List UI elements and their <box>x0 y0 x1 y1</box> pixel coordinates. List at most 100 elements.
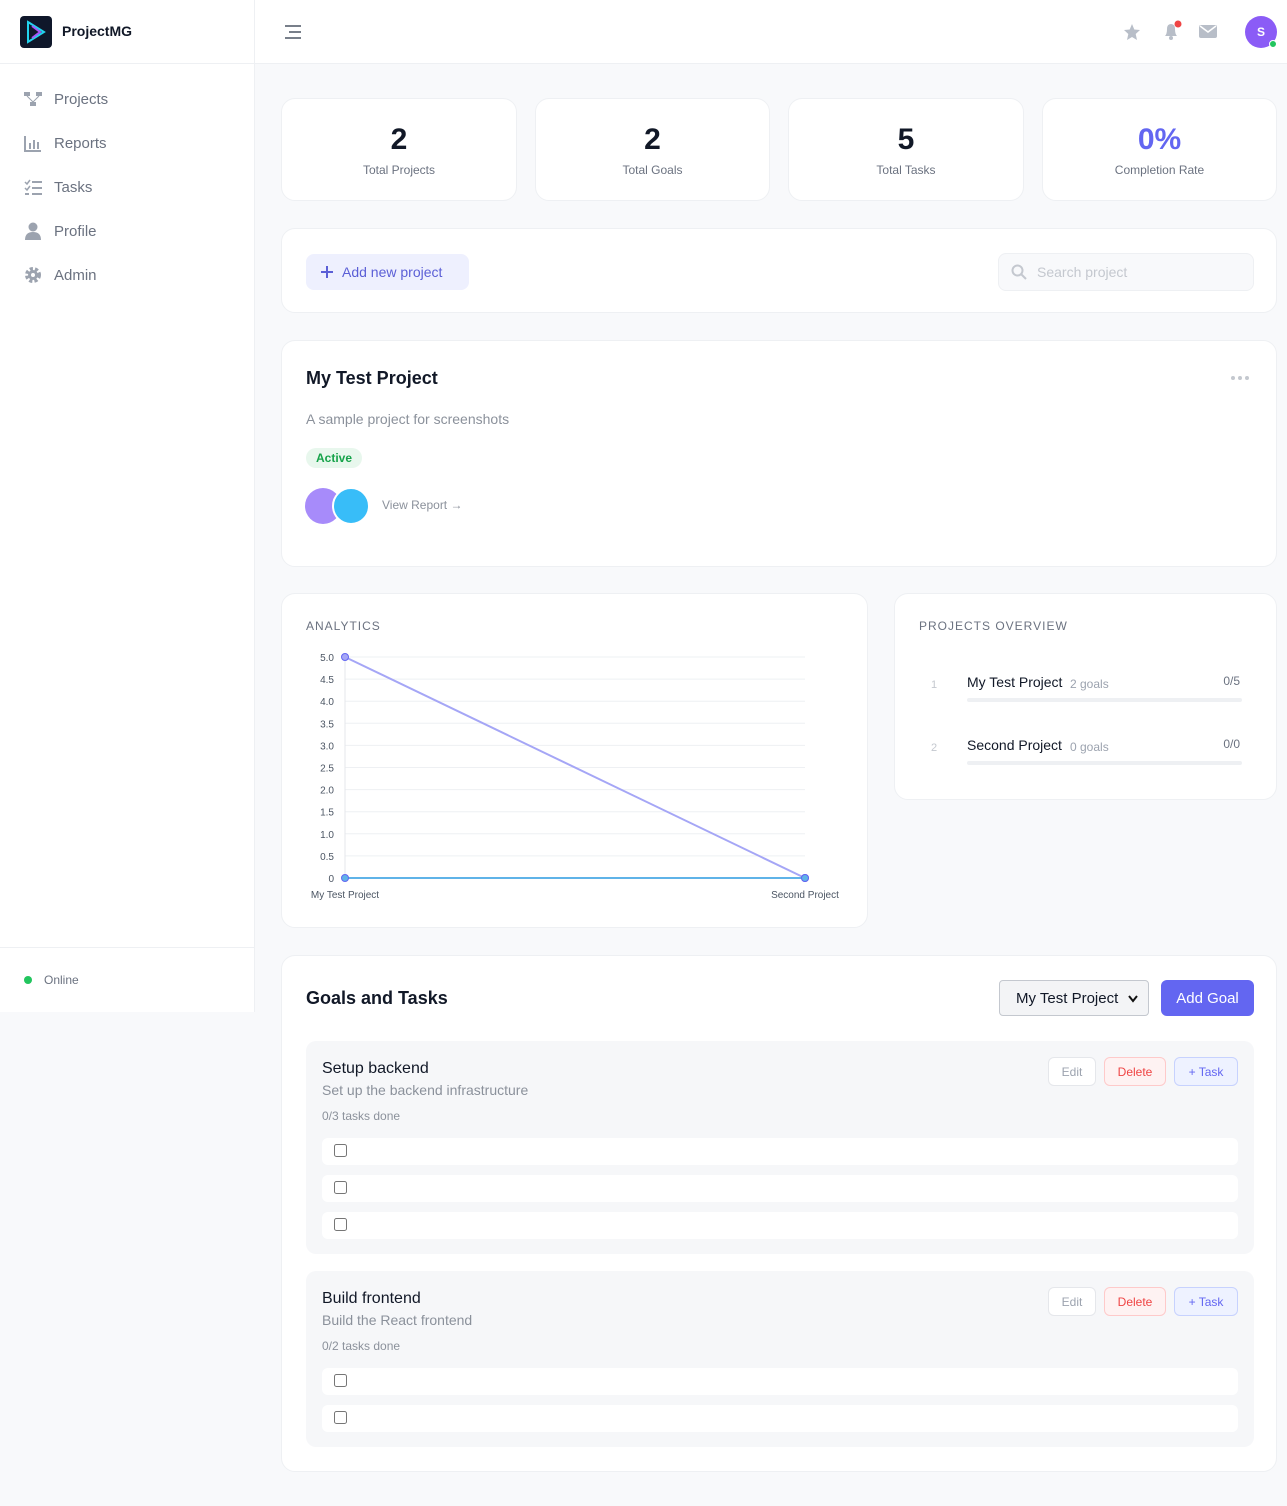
data-point <box>341 653 349 661</box>
stat-label: Total Tasks <box>876 163 936 177</box>
brand[interactable]: ProjectMG <box>0 0 255 64</box>
goal-title: Setup backend <box>322 1060 429 1077</box>
y-tick-label: 5.0 <box>320 653 334 664</box>
nav-label: Reports <box>54 134 107 152</box>
rank: 2 <box>931 742 938 754</box>
status-text: Online <box>44 973 79 987</box>
task-checkbox[interactable] <box>334 1144 347 1157</box>
stat-card: 0% Completion Rate <box>1042 98 1277 201</box>
add-project-button[interactable]: Add new project <box>306 254 469 290</box>
status-badge: Active <box>306 448 363 468</box>
goal-action[interactable]: + Task <box>1174 1057 1238 1086</box>
more-icon[interactable] <box>1230 375 1250 381</box>
icon <box>25 222 41 240</box>
search-input[interactable]: Search project <box>998 253 1254 291</box>
series-line <box>344 656 806 879</box>
y-tick-label: 0 <box>328 874 334 885</box>
goal-action[interactable]: + Task <box>1174 1287 1238 1316</box>
goal-count: 2 goals <box>1070 677 1109 691</box>
avatar-initial: S <box>1256 25 1265 39</box>
sidebar-footer: Online <box>0 947 255 1012</box>
member-avatar <box>332 487 370 525</box>
analytics-card: ANALYTICS <box>281 593 868 928</box>
data-point <box>801 874 809 882</box>
nav-item[interactable]: Admin <box>24 265 97 285</box>
project-card: My Test Project A sample project for scr… <box>281 340 1277 567</box>
x-tick-label: My Test Project <box>311 890 379 901</box>
y-tick-label: 2.0 <box>320 786 334 797</box>
task-row <box>322 1175 1238 1202</box>
goal-action[interactable]: Delete <box>1104 1057 1166 1086</box>
goal-count: 0 goals <box>1070 740 1109 754</box>
project-select[interactable]: My Test Project <box>999 980 1149 1016</box>
task-checkbox[interactable] <box>334 1374 347 1387</box>
add-goal-button[interactable]: Add Goal <box>1161 980 1254 1016</box>
y-tick-label: 2.5 <box>320 764 334 775</box>
goal-action[interactable]: Delete <box>1104 1287 1166 1316</box>
star-icon[interactable] <box>1123 23 1141 41</box>
menu-toggle[interactable] <box>283 24 303 40</box>
y-tick-label: 3.0 <box>320 741 334 752</box>
goals-title: Goals and Tasks <box>306 988 448 1008</box>
chart-title: ANALYTICS <box>306 619 381 633</box>
search-icon <box>1011 264 1027 280</box>
stat-card: 5 Total Tasks <box>788 98 1024 201</box>
mail-icon[interactable] <box>1199 24 1217 40</box>
nav-label: Profile <box>54 222 97 240</box>
online-dot <box>1269 40 1277 48</box>
task-row <box>322 1368 1238 1395</box>
goal: Setup backend Set up the backend infrastr… <box>306 1041 1254 1254</box>
logo <box>20 16 52 48</box>
goal: Build frontend Build the React frontend 0/… <box>306 1271 1254 1447</box>
stat-label: Total Goals <box>622 163 683 177</box>
task-row <box>322 1212 1238 1239</box>
progress-track <box>967 761 1242 765</box>
overview-card: PROJECTS OVERVIEW 1 My Test Project 2 goal… <box>894 593 1277 800</box>
icon <box>25 267 41 283</box>
chevron <box>1128 995 1138 1003</box>
nav-item[interactable]: Tasks <box>24 177 92 197</box>
goals-card: Goals and Tasks My Test Project Add Goal… <box>281 955 1277 1472</box>
progress: 0/0 <box>1223 737 1240 751</box>
stat-label: Completion Rate <box>1114 163 1205 177</box>
task-checkbox[interactable] <box>334 1218 347 1231</box>
stat-card: 2 Total Projects <box>281 98 517 201</box>
nav-item[interactable]: Projects <box>24 89 108 109</box>
brand-name: ProjectMG <box>62 23 133 39</box>
project-name: My Test Project <box>967 674 1063 690</box>
goal-title: Build frontend <box>322 1290 421 1307</box>
y-tick-label: 3.5 <box>320 719 334 730</box>
goal-action[interactable]: Edit <box>1048 1287 1096 1316</box>
stat-value: 5 <box>897 123 915 156</box>
stat-card: 2 Total Goals <box>535 98 770 201</box>
button-label: Add Goal <box>1176 989 1239 1007</box>
goal-count: 0/2 tasks done <box>322 1339 401 1353</box>
stat-value: 0% <box>1137 123 1182 156</box>
sidebar: ProjectMG Projects Reports Tasks Profile… <box>0 0 255 1012</box>
y-tick-label: 1.0 <box>320 830 334 841</box>
y-tick-label: 1.5 <box>320 808 334 819</box>
nav-item[interactable]: Reports <box>24 133 107 153</box>
task-checkbox[interactable] <box>334 1411 347 1424</box>
button-label: Add new project <box>342 264 443 280</box>
project-description: A sample project for screenshots <box>306 411 510 427</box>
project-name: Second Project <box>967 737 1062 753</box>
data-point <box>341 874 349 882</box>
view-report-link[interactable]: View Report → <box>382 498 463 512</box>
chart: 0 0.5 1.0 1.5 2.0 2.5 3.0 3.5 4.0 4.5 5.0 My Test P… <box>311 653 839 901</box>
nav-label: Admin <box>54 266 97 284</box>
icon <box>24 92 42 106</box>
stat-value: 2 <box>390 123 408 156</box>
search-placeholder: Search project <box>1037 264 1128 280</box>
stat-label: Total Projects <box>362 163 436 177</box>
select-value: My Test Project <box>1016 989 1119 1007</box>
plus-icon <box>321 266 333 278</box>
y-tick-label: 0.5 <box>320 852 334 863</box>
nav-label: Tasks <box>54 178 93 196</box>
goal-action[interactable]: Edit <box>1048 1057 1096 1086</box>
bell-icon[interactable] <box>1161 20 1183 42</box>
nav-item[interactable]: Profile <box>24 221 97 241</box>
task-checkbox[interactable] <box>334 1181 347 1194</box>
toolbar: Add new project Search project <box>281 228 1277 313</box>
